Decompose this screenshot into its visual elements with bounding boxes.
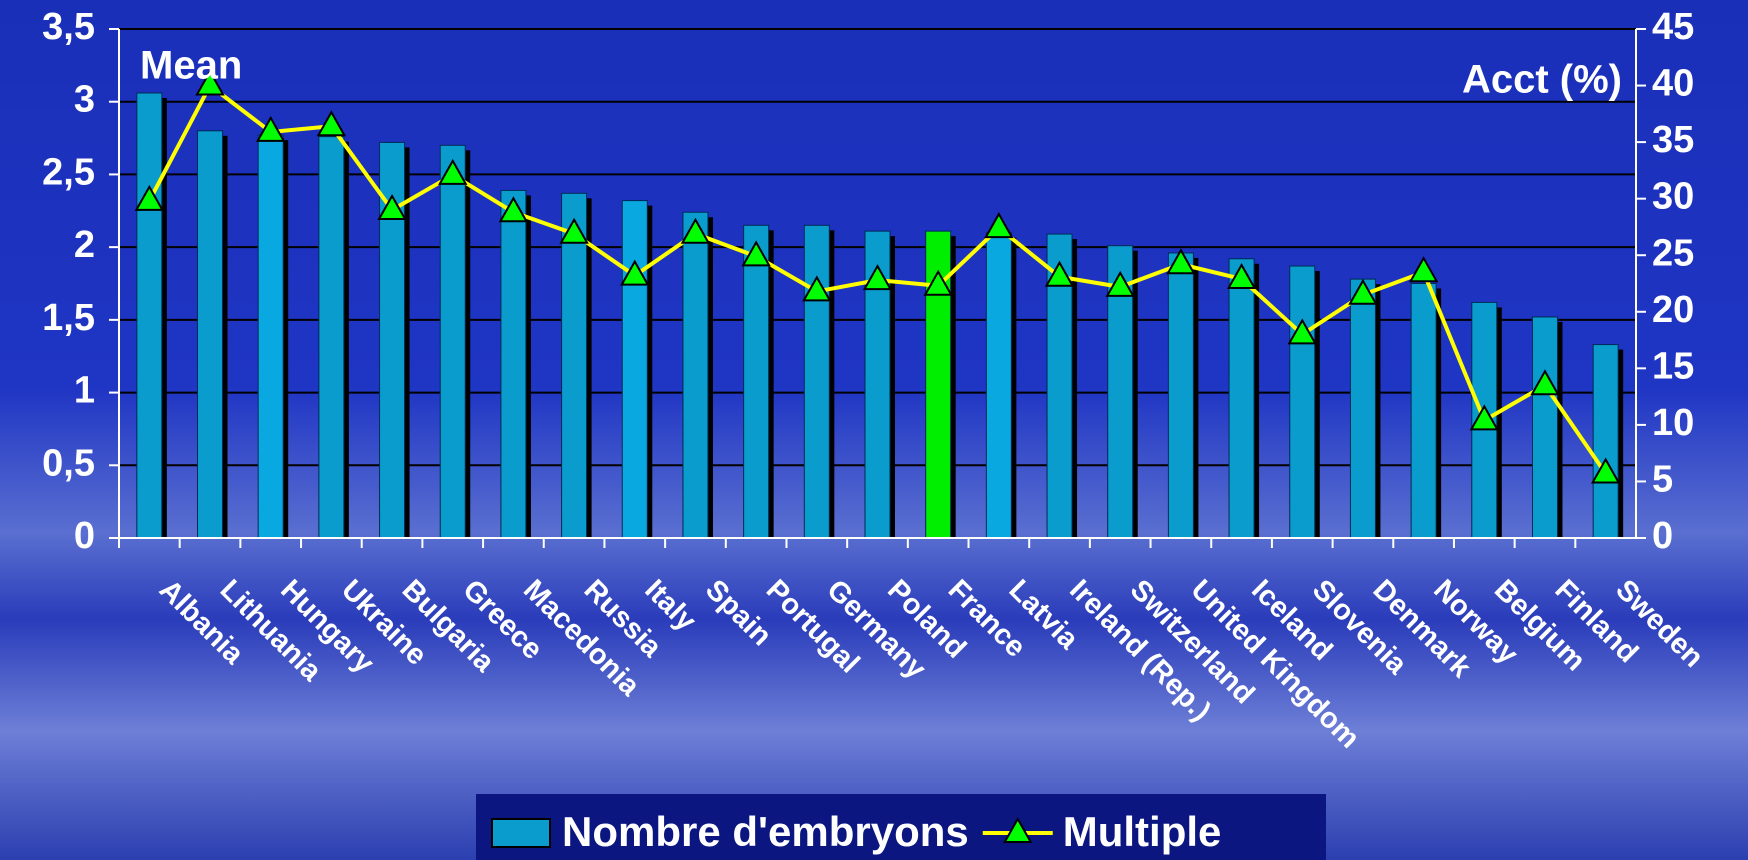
y2-tick-label: 5 xyxy=(1652,458,1673,500)
plot-area: 00,511,522,533,5051015202530354045Albani… xyxy=(42,6,1709,755)
marker xyxy=(620,259,650,286)
y-axis-title: Mean xyxy=(140,44,242,88)
y2-tick-label: 10 xyxy=(1652,402,1694,444)
bar xyxy=(257,134,284,539)
bar xyxy=(985,232,1012,539)
marker xyxy=(316,110,347,137)
bar xyxy=(621,200,648,539)
legend-box xyxy=(476,794,1326,860)
bar xyxy=(1289,265,1316,539)
y2-tick-label: 35 xyxy=(1652,119,1694,161)
marker xyxy=(680,217,711,244)
y-tick-label: 1,5 xyxy=(42,297,95,339)
y-tick-label: 1 xyxy=(74,370,95,412)
y2-tick-label: 30 xyxy=(1652,176,1694,218)
bar xyxy=(743,224,770,539)
marker xyxy=(1530,369,1560,396)
y2-axis-title: Acct (%) xyxy=(1462,58,1622,102)
marker xyxy=(377,193,407,220)
marker xyxy=(862,264,893,291)
y-tick-label: 2,5 xyxy=(42,151,95,193)
bar xyxy=(682,211,709,539)
y-tick-label: 2 xyxy=(74,224,95,266)
y2-tick-label: 20 xyxy=(1652,289,1694,331)
marker xyxy=(438,158,468,185)
legend-label: Multiple xyxy=(1063,808,1222,855)
bar xyxy=(439,144,466,539)
y2-tick-label: 45 xyxy=(1652,6,1694,48)
y-tick-label: 3 xyxy=(74,79,95,121)
legend-marker xyxy=(1003,816,1033,843)
marker xyxy=(195,69,225,96)
marker xyxy=(1044,260,1075,287)
marker xyxy=(498,196,529,223)
marker xyxy=(802,275,832,302)
marker xyxy=(1348,278,1378,305)
y2-tick-label: 40 xyxy=(1652,63,1694,105)
y-tick-label: 3,5 xyxy=(42,6,95,48)
bar xyxy=(1349,278,1376,539)
marker xyxy=(1226,262,1257,289)
marker xyxy=(984,212,1014,239)
marker xyxy=(1287,318,1317,345)
marker xyxy=(923,269,953,296)
marker xyxy=(134,184,165,211)
bar xyxy=(1531,316,1558,539)
marker xyxy=(1469,404,1500,431)
y2-tick-label: 0 xyxy=(1652,515,1673,557)
marker xyxy=(1105,270,1135,297)
marker xyxy=(1590,457,1621,484)
marker xyxy=(1408,256,1439,283)
legend: Nombre d'embryons Multiple xyxy=(491,808,1222,855)
bar xyxy=(500,189,527,539)
bar xyxy=(136,92,163,539)
marker xyxy=(559,217,589,244)
bar xyxy=(803,224,830,539)
bar xyxy=(1592,344,1619,539)
legend-label: Nombre d'embryons xyxy=(562,808,969,855)
bar xyxy=(1228,258,1255,539)
bar xyxy=(1167,252,1194,539)
marker xyxy=(741,240,771,267)
bar xyxy=(318,136,345,539)
y-tick-label: 0,5 xyxy=(42,442,95,484)
y2-tick-label: 15 xyxy=(1652,345,1694,387)
y-tick-label: 0 xyxy=(74,515,95,557)
marker xyxy=(1166,248,1196,275)
bar xyxy=(561,192,588,539)
bar xyxy=(197,130,224,539)
legend-swatch xyxy=(491,818,551,848)
marker xyxy=(255,115,286,142)
y2-tick-label: 25 xyxy=(1652,232,1694,274)
bar xyxy=(1410,283,1437,539)
